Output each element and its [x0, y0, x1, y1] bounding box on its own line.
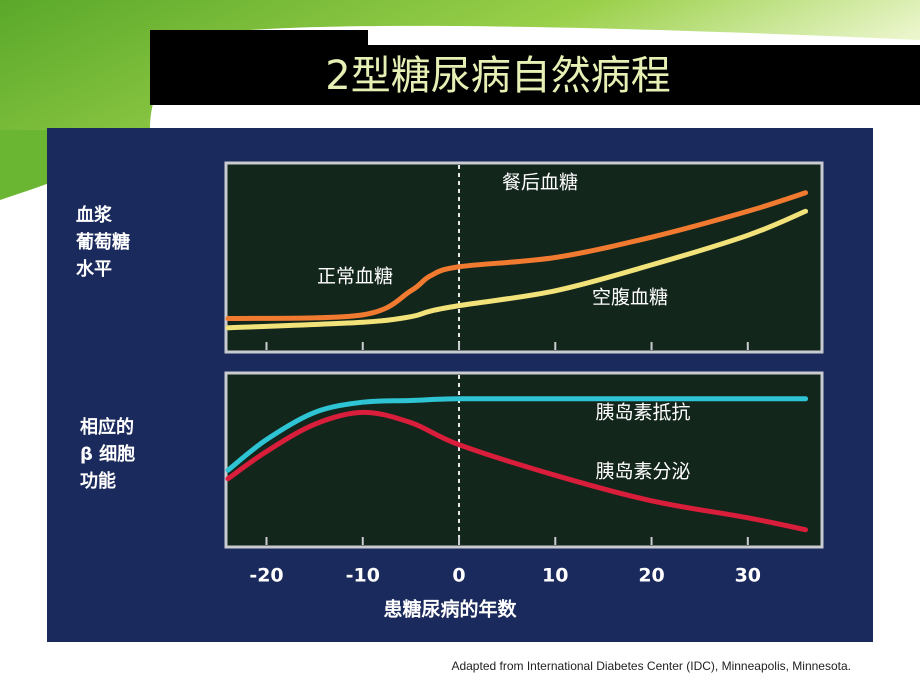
- title: 2型糖尿病自然病程: [325, 53, 670, 99]
- annotation: 正常血糖: [317, 266, 393, 288]
- x-tick-label: 10: [542, 565, 568, 587]
- series-label: 胰岛素抵抗: [595, 402, 690, 424]
- line: [225, 409, 809, 533]
- y-axis-label: 相应的: [80, 416, 134, 438]
- x-tick-label: 20: [638, 565, 664, 587]
- x-tick-label: -10: [346, 565, 380, 587]
- series-label: 胰岛素分泌: [595, 461, 690, 483]
- x-tick-label: 0: [452, 565, 465, 587]
- series-label: 餐后血糖: [502, 172, 578, 194]
- y-axis-label: β 细胞: [80, 443, 135, 465]
- series-label: 空腹血糖: [592, 287, 668, 309]
- y-axis-label: 水平: [76, 258, 112, 280]
- line: [225, 396, 809, 473]
- title-bar: [150, 45, 920, 105]
- line: [225, 190, 809, 322]
- plot-area: [224, 161, 824, 354]
- title-bar: [150, 30, 368, 45]
- source: Adapted from International Diabetes Cent…: [451, 659, 851, 673]
- line: [225, 208, 809, 331]
- plot-area: [224, 371, 824, 549]
- y-axis-label: 功能: [80, 470, 116, 492]
- x-axis-label: 患糖尿病的年数: [383, 598, 517, 621]
- y-axis-label: 血浆: [76, 204, 113, 226]
- y-axis-label: 葡萄糖: [75, 231, 130, 253]
- x-tick-label: 30: [735, 565, 761, 587]
- x-tick-label: -20: [249, 565, 283, 587]
